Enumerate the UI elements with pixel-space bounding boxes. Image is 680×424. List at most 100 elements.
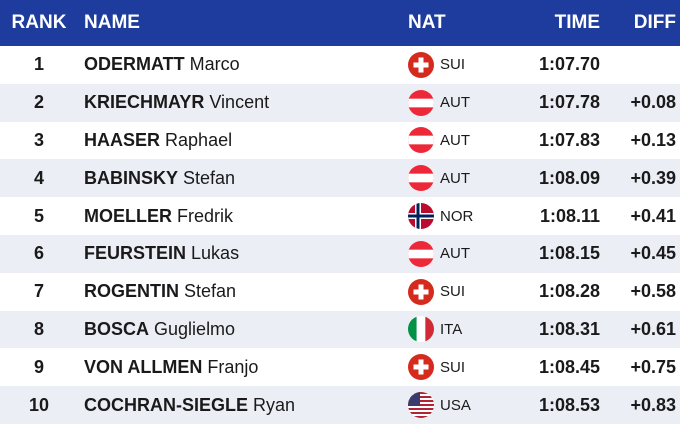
switzerland-flag-icon <box>408 278 434 305</box>
rank-cell: 3 <box>33 129 44 150</box>
nation-code: NOR <box>440 207 474 225</box>
austria-flag-icon <box>408 240 434 267</box>
table-row[interactable]: 8 BOSCA Guglielmo ITA 1:08.31 +0.61 <box>0 310 680 349</box>
athlete-firstname: Marco <box>189 54 240 75</box>
rank-cell: 6 <box>33 243 44 264</box>
diff-cell: +0.08 <box>630 92 676 113</box>
name-column-header[interactable]: NAME <box>84 12 140 33</box>
rank-cell: 4 <box>33 167 44 188</box>
athlete-name-cell: FEURSTEIN Lukas <box>78 243 404 264</box>
rank-cell: 1 <box>33 54 44 75</box>
diff-cell: +0.13 <box>630 129 676 150</box>
athlete-firstname: Guglielmo <box>154 318 236 339</box>
nation-code: AUT <box>440 94 470 112</box>
diff-cell: +0.41 <box>630 205 676 226</box>
table-row[interactable]: 6 FEURSTEIN Lukas AUT 1:08.15 +0.45 <box>0 234 680 273</box>
usa-flag-icon <box>408 392 434 419</box>
nation-code: SUI <box>440 283 466 301</box>
athlete-name-cell: HAASER Raphael <box>78 130 404 151</box>
diff-cell: +0.45 <box>630 243 676 264</box>
athlete-firstname: Stefan <box>184 281 237 302</box>
diff-cell: +0.83 <box>630 394 676 415</box>
nat-column-header[interactable]: NAT <box>408 12 446 33</box>
table-row[interactable]: 2 KRIECHMAYR Vincent AUT 1:07.78 +0.08 <box>0 83 680 122</box>
table-row[interactable]: 7 ROGENTIN Stefan SUI 1:08.28 +0.58 <box>0 272 680 311</box>
time-cell: 1:08.53 <box>538 394 600 415</box>
rank-cell: 5 <box>33 205 44 226</box>
time-cell: 1:08.28 <box>538 281 600 302</box>
nation-code: USA <box>440 396 471 414</box>
athlete-name-cell: COCHRAN-SIEGLE Ryan <box>78 395 404 416</box>
switzerland-flag-icon <box>408 51 434 78</box>
athlete-firstname: Vincent <box>209 92 270 113</box>
athlete-firstname: Lukas <box>191 243 240 264</box>
switzerland-flag-icon <box>408 354 434 381</box>
table-row[interactable]: 9 VON ALLMEN Franjo SUI 1:08.45 +0.75 <box>0 348 680 387</box>
nation-code: AUT <box>440 131 470 149</box>
athlete-surname: ODERMATT <box>84 54 185 75</box>
diff-cell: +0.75 <box>630 356 676 377</box>
athlete-surname: FEURSTEIN <box>84 243 187 264</box>
nation-code: ITA <box>440 320 463 338</box>
athlete-name-cell: VON ALLMEN Franjo <box>78 357 404 378</box>
nation-cell: SUI <box>404 278 516 305</box>
time-column-header[interactable]: TIME <box>554 12 600 33</box>
athlete-surname: HAASER <box>84 129 161 150</box>
athlete-name-cell: BOSCA Guglielmo <box>78 319 404 340</box>
nation-cell: SUI <box>404 354 516 381</box>
table-row[interactable]: 5 MOELLER Fredrik NOR 1:08.11 +0.41 <box>0 197 680 235</box>
diff-column-header[interactable]: DIFF <box>633 12 676 33</box>
athlete-surname: VON ALLMEN <box>84 356 203 377</box>
diff-cell: +0.61 <box>630 318 676 339</box>
table-row[interactable]: 10 COCHRAN-SIEGLE Ryan USA 1:08.53 +0.83 <box>0 386 680 424</box>
austria-flag-icon <box>408 165 434 192</box>
nation-code: AUT <box>440 245 470 263</box>
time-cell: 1:08.31 <box>538 318 600 339</box>
diff-cell: +0.58 <box>630 281 676 302</box>
table-row[interactable]: 4 BABINSKY Stefan AUT 1:08.09 +0.39 <box>0 159 680 198</box>
rank-column-header[interactable]: RANK <box>11 12 67 33</box>
austria-flag-icon <box>408 89 434 116</box>
time-cell: 1:07.70 <box>538 54 600 75</box>
time-cell: 1:08.11 <box>539 205 600 226</box>
nation-code: SUI <box>440 358 466 376</box>
nation-cell: AUT <box>404 165 516 192</box>
nation-cell: SUI <box>404 51 516 78</box>
table-body: 1 ODERMATT Marco SUI 1:07.70 2 KRIECHMAYR Vin… <box>0 46 680 424</box>
diff-cell: +0.39 <box>630 167 676 188</box>
table-row[interactable]: 1 ODERMATT Marco SUI 1:07.70 <box>0 46 680 84</box>
nation-code: AUT <box>440 169 470 187</box>
nation-cell: ITA <box>404 316 516 343</box>
nation-cell: USA <box>404 392 516 419</box>
athlete-surname: BABINSKY <box>84 167 179 188</box>
rank-cell: 10 <box>28 394 50 415</box>
nation-cell: AUT <box>404 127 516 154</box>
table-header: RANK NAME NAT TIME DIFF <box>0 0 680 46</box>
nation-code: SUI <box>440 56 466 74</box>
nation-cell: NOR <box>404 203 516 230</box>
athlete-name-cell: ROGENTIN Stefan <box>78 281 404 302</box>
rank-cell: 7 <box>33 281 44 302</box>
athlete-name-cell: BABINSKY Stefan <box>78 168 404 189</box>
time-cell: 1:07.78 <box>538 92 600 113</box>
rank-cell: 8 <box>33 318 44 339</box>
table-row[interactable]: 3 HAASER Raphael AUT 1:07.83 +0.13 <box>0 121 680 160</box>
italy-flag-icon <box>408 316 434 343</box>
athlete-surname: KRIECHMAYR <box>84 92 205 113</box>
nation-cell: AUT <box>404 240 516 267</box>
athlete-surname: BOSCA <box>84 318 150 339</box>
athlete-name-cell: KRIECHMAYR Vincent <box>78 92 404 113</box>
athlete-firstname: Fredrik <box>177 205 234 226</box>
rank-cell: 2 <box>33 92 44 113</box>
athlete-firstname: Ryan <box>253 394 296 415</box>
time-cell: 1:08.09 <box>538 167 600 188</box>
nation-cell: AUT <box>404 89 516 116</box>
time-cell: 1:08.15 <box>538 243 600 264</box>
norway-flag-icon <box>408 203 434 230</box>
athlete-surname: ROGENTIN <box>84 281 180 302</box>
athlete-firstname: Raphael <box>165 129 233 150</box>
athlete-surname: MOELLER <box>84 205 172 226</box>
athlete-firstname: Stefan <box>183 167 236 188</box>
rank-cell: 9 <box>33 356 44 377</box>
